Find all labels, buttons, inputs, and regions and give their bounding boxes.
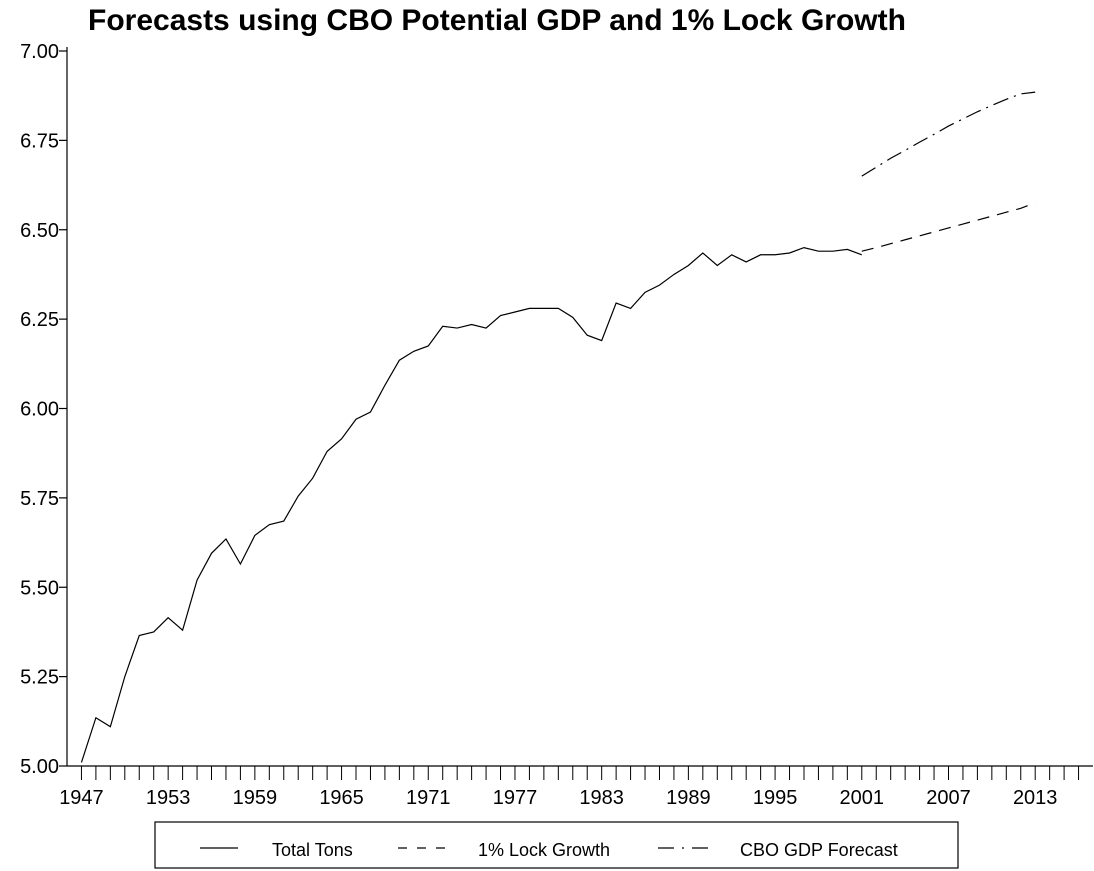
y-tick-label: 5.25 <box>20 667 59 689</box>
series-line-1-lock-growth <box>861 202 1036 252</box>
y-tick-label: 5.50 <box>20 577 59 599</box>
y-tick-label: 5.00 <box>20 756 59 778</box>
y-tick-label: 6.50 <box>20 220 59 242</box>
x-tick-label: 1965 <box>319 787 364 809</box>
y-tick-label: 6.25 <box>20 309 59 331</box>
x-tick-label: 2013 <box>1013 787 1058 809</box>
y-tick-label: 6.75 <box>20 130 59 152</box>
x-tick-label: 1995 <box>753 787 798 809</box>
x-tick-label: 2001 <box>840 787 885 809</box>
x-tick-label: 1947 <box>59 787 104 809</box>
x-tick-label: 1953 <box>146 787 191 809</box>
y-tick-label: 6.00 <box>20 399 59 421</box>
legend-label: CBO GDP Forecast <box>740 840 898 860</box>
y-tick-label: 7.00 <box>20 41 59 63</box>
x-tick-label: 1977 <box>493 787 538 809</box>
x-tick-label: 1983 <box>579 787 624 809</box>
legend: Total Tons 1% Lock Growth CBO GDP Forecast <box>154 821 959 869</box>
x-tick-label: 2007 <box>926 787 971 809</box>
x-tick-label: 1971 <box>406 787 451 809</box>
legend-label: 1% Lock Growth <box>478 840 610 860</box>
x-axis: 1947 1953 1959 1965 1971 1977 1983 1989 1995 2001… <box>59 765 1093 809</box>
x-tick-label: 1959 <box>233 787 278 809</box>
series-line-cbo-gdp-forecast <box>861 91 1036 177</box>
y-tick-label: 5.75 <box>20 488 59 510</box>
y-axis: 5.00 5.25 5.50 5.75 6.00 6.25 6.50 6.75 7.00 <box>20 41 68 778</box>
series-line-total-tons <box>80 246 862 763</box>
legend-box <box>154 821 959 869</box>
chart-title: Forecasts using CBO Potential GDP and 1%… <box>88 4 906 37</box>
series-layer <box>80 91 1036 763</box>
x-tick-label: 1989 <box>666 787 711 809</box>
legend-label: Total Tons <box>272 840 353 860</box>
